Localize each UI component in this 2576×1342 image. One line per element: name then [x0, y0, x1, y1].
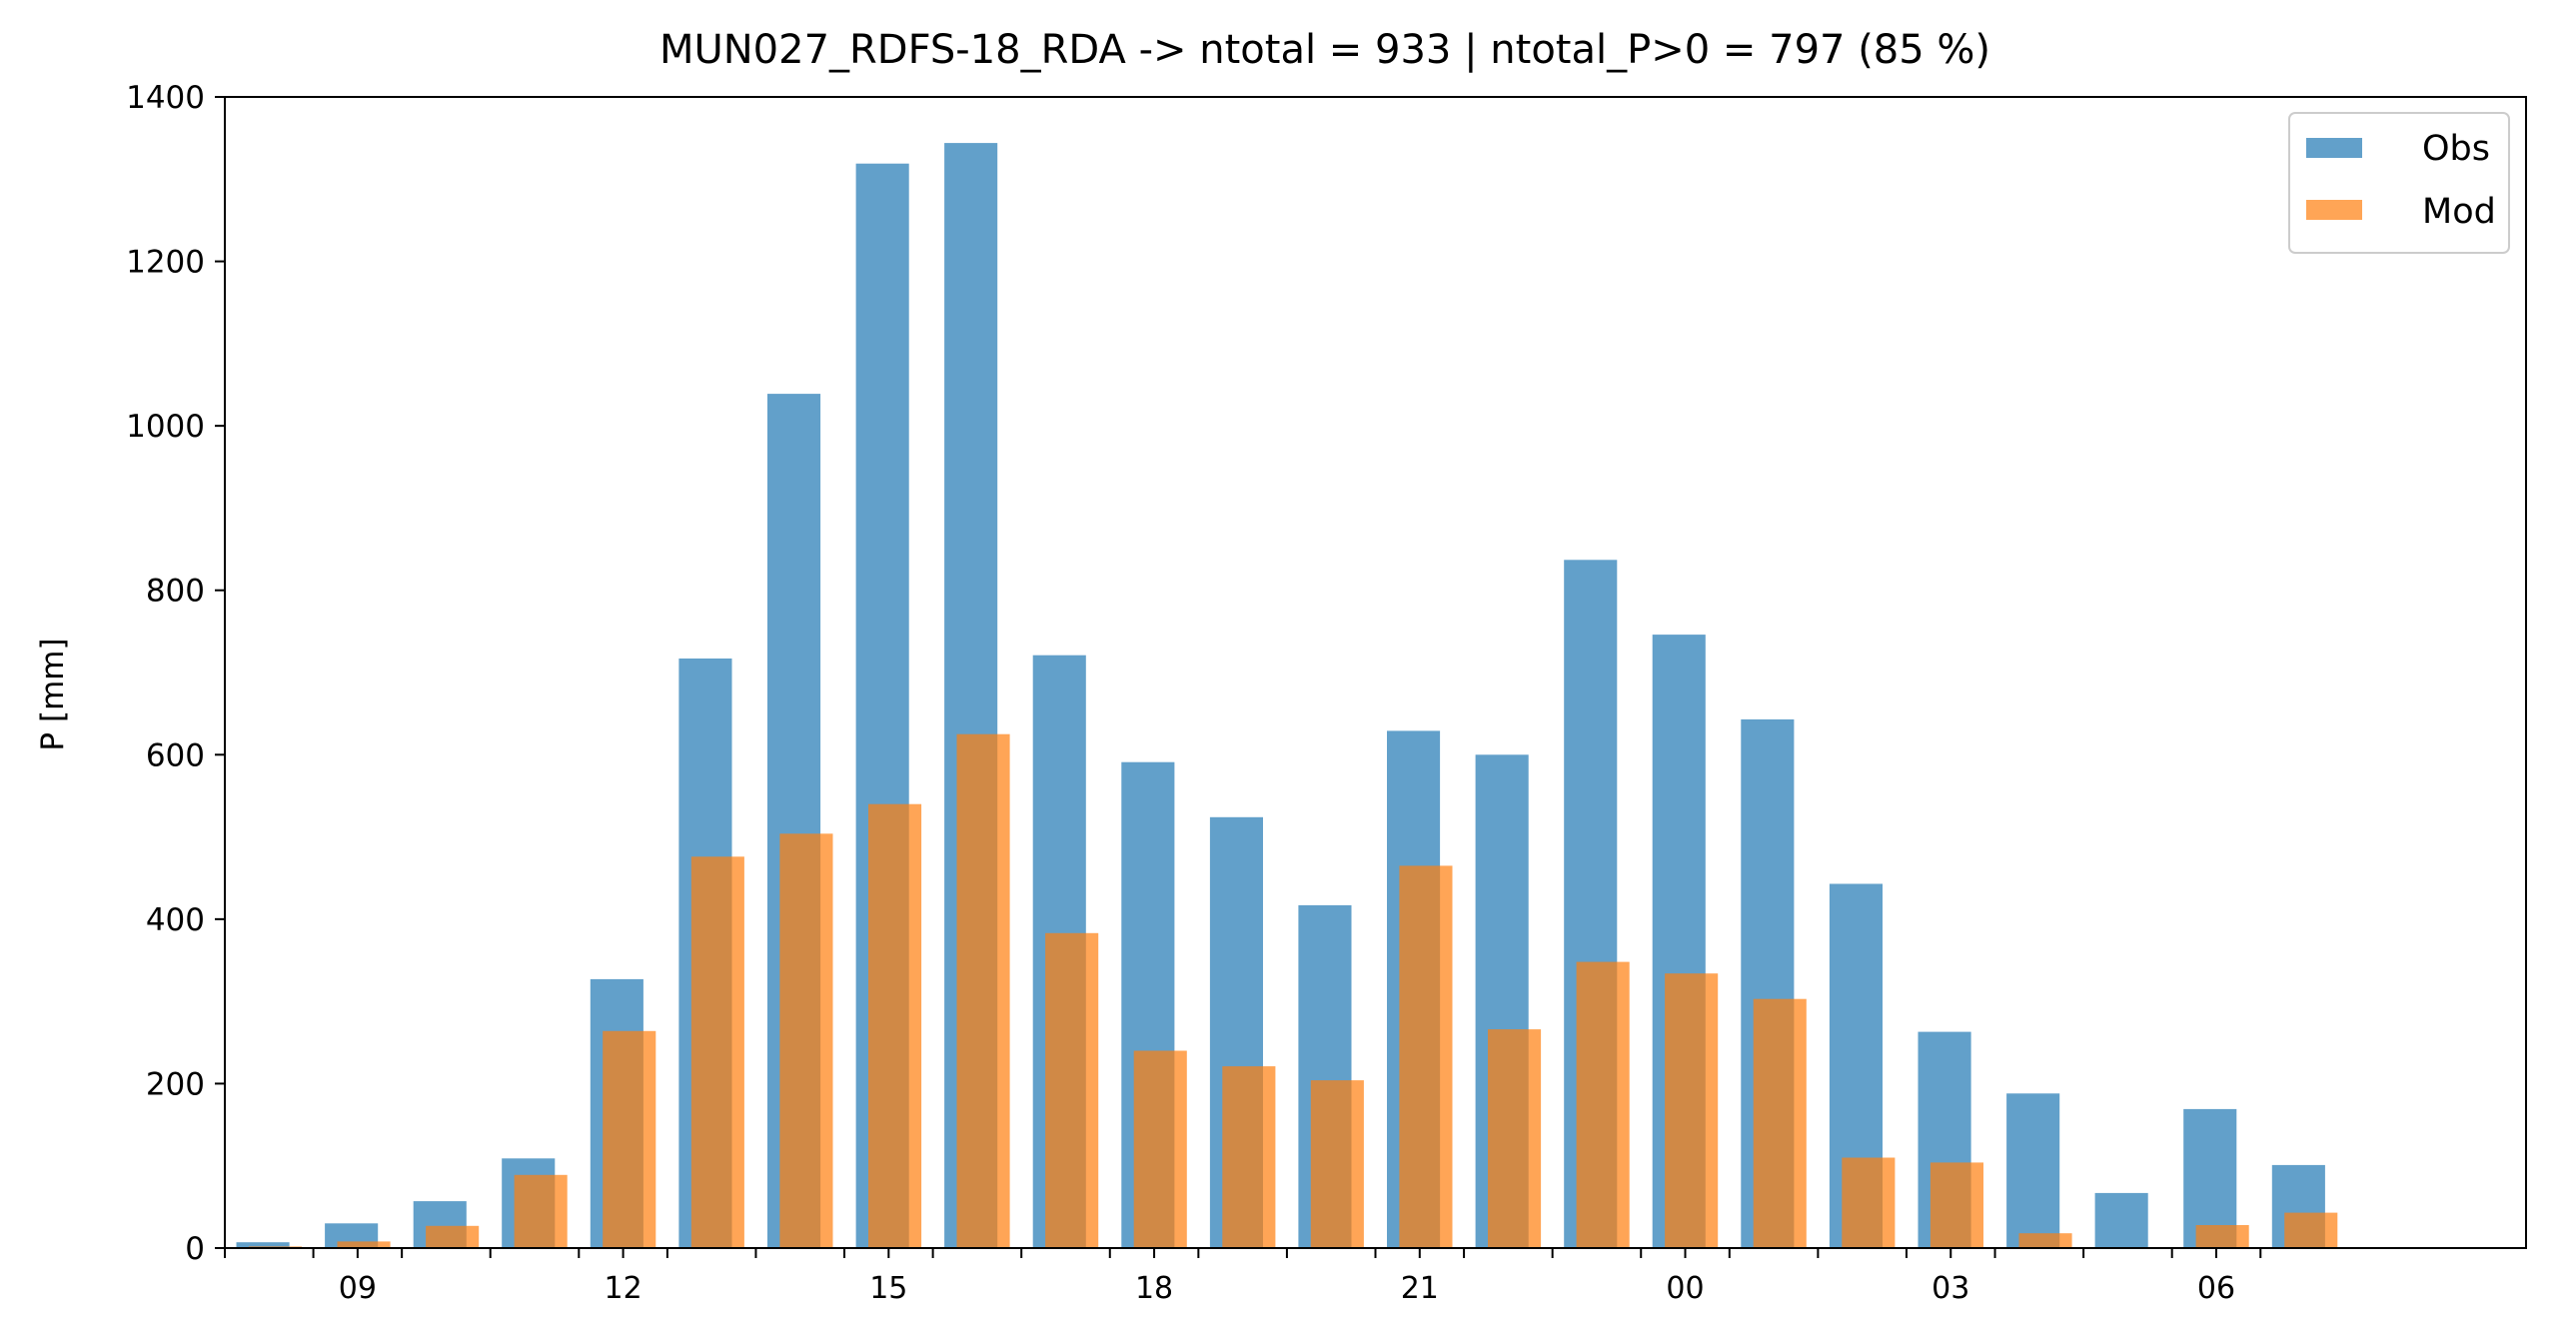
chart-title: MUN027_RDFS-18_RDA -> ntotal = 933 | nto…	[659, 27, 1990, 73]
bar-mod-14	[779, 833, 833, 1248]
y-tick-label: 800	[146, 574, 205, 610]
plot-frame	[224, 96, 2527, 1249]
x-tick-label: 00	[1666, 1271, 1704, 1306]
y-axis-label: P [mm]	[35, 638, 71, 750]
x-tick-label: 15	[869, 1271, 907, 1306]
bar-mod-01	[1753, 998, 1807, 1248]
bar-mod-07	[2284, 1212, 2338, 1248]
bar-obs-08	[236, 1242, 290, 1248]
bar-mod-15	[868, 803, 922, 1248]
bar-mod-19	[1222, 1066, 1276, 1248]
x-tick-label: 18	[1135, 1271, 1173, 1306]
bar-mod-09	[337, 1241, 391, 1248]
x-axis-ticks: 09 12 15 18 21 00 03 06	[224, 1248, 2262, 1306]
bar-mod-00	[1665, 973, 1719, 1248]
x-tick-label: 21	[1401, 1271, 1439, 1306]
bar-mod-22	[1488, 1029, 1542, 1248]
y-tick-label: 400	[146, 902, 205, 938]
bar-mod-20	[1310, 1080, 1364, 1248]
y-tick-label: 600	[146, 737, 205, 773]
legend-label-mod: Mod	[2422, 192, 2496, 232]
legend-swatch-mod	[2306, 200, 2362, 220]
y-tick-label: 200	[146, 1066, 205, 1102]
bar-obs-04	[2006, 1093, 2060, 1248]
bar-mod-11	[514, 1174, 568, 1248]
bar-mod-16	[956, 733, 1010, 1248]
bar-mod-10	[426, 1225, 480, 1248]
bar-obs-06	[2183, 1108, 2237, 1248]
bar-mod-21	[1399, 865, 1453, 1248]
bar-mod-06	[2195, 1225, 2249, 1248]
y-tick-label: 1200	[126, 245, 205, 281]
mod-bars	[248, 733, 2338, 1248]
y-tick-label: 1400	[126, 80, 205, 116]
x-tick-label: 09	[339, 1271, 377, 1306]
bar-mod-03	[1930, 1162, 1983, 1248]
bar-mod-18	[1133, 1050, 1187, 1248]
bar-obs-05	[2094, 1192, 2148, 1248]
legend-swatch-obs	[2306, 138, 2362, 158]
x-tick-label: 03	[1932, 1271, 1969, 1306]
legend-label-obs: Obs	[2422, 129, 2490, 169]
bar-mod-17	[1045, 932, 1099, 1248]
bar-mod-13	[690, 856, 744, 1248]
y-tick-label: 1000	[126, 409, 205, 445]
bar-mod-12	[603, 1030, 656, 1248]
x-tick-label: 06	[2197, 1271, 2235, 1306]
legend: Obs Mod	[2288, 112, 2510, 254]
y-tick-label: 0	[185, 1231, 205, 1267]
bar-mod-23	[1576, 961, 1630, 1248]
y-axis-ticks: 0 200 400 600 800 1000 1200 1400	[126, 80, 225, 1267]
bar-mod-02	[1842, 1157, 1896, 1248]
bar-mod-04	[2018, 1233, 2072, 1248]
x-tick-label: 12	[605, 1271, 643, 1306]
